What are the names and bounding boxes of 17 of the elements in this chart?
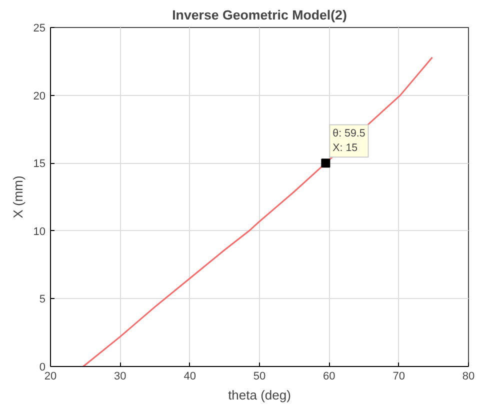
y-tick-label: 25	[33, 22, 46, 34]
x-tick-label: 60	[323, 370, 336, 382]
y-axis-title: X (mm)	[10, 176, 26, 218]
y-tick-label: 0	[39, 362, 46, 374]
x-tick-label: 50	[253, 370, 266, 382]
line-series	[82, 56, 434, 366]
annotation: θ: 59.5 X: 15	[332, 128, 366, 154]
x-tick-label: 70	[392, 370, 405, 382]
x-tick-label: 30	[114, 370, 126, 382]
y-tick-label: 20	[33, 90, 46, 102]
y-tick-label: 5	[39, 294, 46, 306]
y-tick-label: 15	[33, 158, 46, 170]
chart-title: Inverse Geometric Model(2)	[172, 8, 347, 22]
y-tick-label: 10	[33, 226, 46, 238]
x-axis-title: theta (deg)	[228, 388, 291, 402]
x-tick-label: 80	[462, 370, 475, 382]
x-tick-label: 40	[184, 370, 196, 382]
